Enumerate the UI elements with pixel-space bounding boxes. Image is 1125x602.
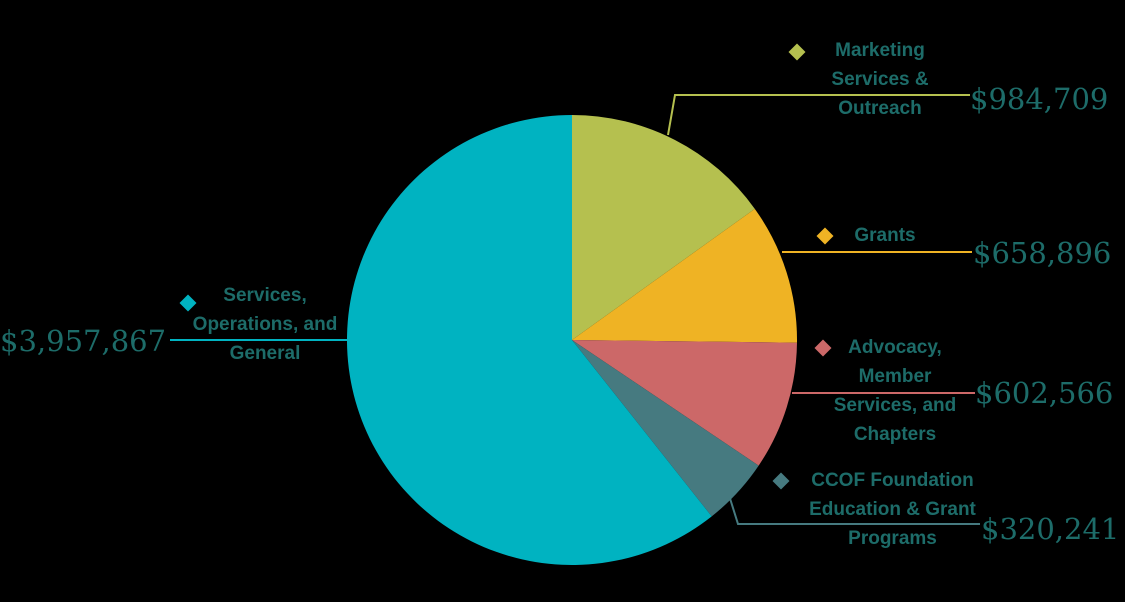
category-label: Services, Operations, and General [192, 285, 338, 364]
pie-slice [347, 114, 712, 566]
pie-slice [572, 208, 797, 343]
leader-line [667, 94, 970, 136]
category-label: Grants [854, 225, 916, 246]
value-label: $320,241 [981, 512, 1120, 546]
pie-slice [572, 340, 797, 466]
category-label: Advocacy, Member Services, and Chapters [833, 337, 957, 445]
category-label: CCOF Foundation Education & Grant Progra… [809, 470, 976, 549]
value-label: $602,566 [975, 376, 1114, 410]
pie-slice [572, 340, 759, 517]
category-label: Marketing Services & Outreach [831, 40, 929, 119]
pie-slice [572, 115, 755, 340]
value-label: $984,709 [970, 82, 1109, 116]
value-label: $658,896 [973, 236, 1112, 270]
leader-line [727, 491, 980, 525]
value-label: $3,957,867 [0, 324, 167, 358]
